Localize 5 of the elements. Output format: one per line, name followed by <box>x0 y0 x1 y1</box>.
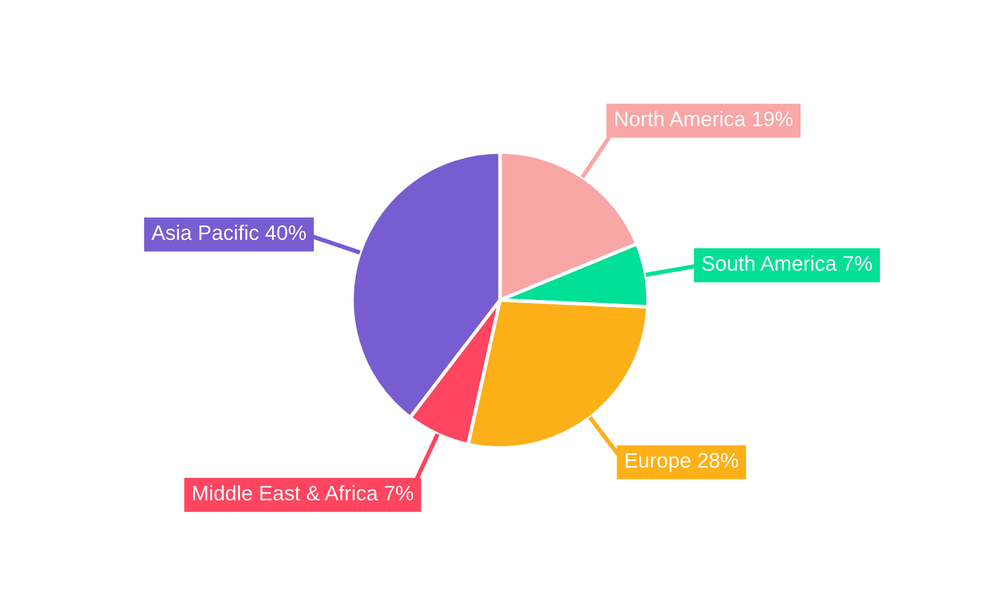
slice-label: Europe 28% <box>626 453 738 472</box>
slice-label: South America 7% <box>702 256 872 271</box>
slice-label: Asia Pacific 40% <box>151 224 306 240</box>
slice-label: Middle East & Africa 7% <box>193 485 414 500</box>
slice-label: North America 19% <box>616 110 793 126</box>
